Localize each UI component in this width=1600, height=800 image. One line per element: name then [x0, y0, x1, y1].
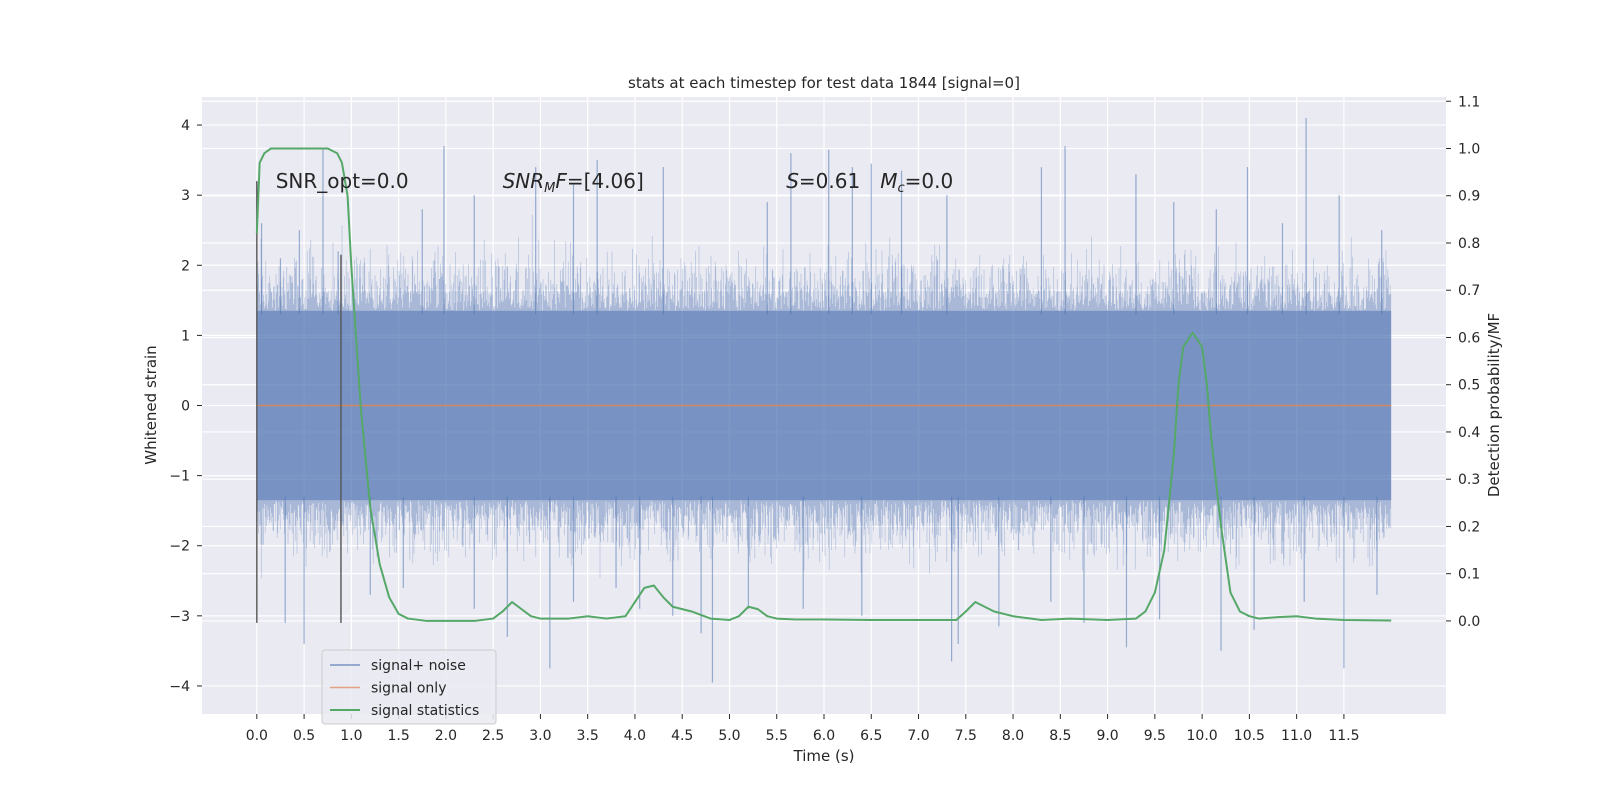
x-tick-label: 4.0	[624, 728, 646, 744]
right-y-tick-label: 0.2	[1458, 519, 1480, 535]
annotation-part: SNR_opt=0.0	[276, 169, 409, 193]
annotation-part: SNR	[503, 169, 545, 193]
annotation-part: S	[786, 169, 799, 193]
annotation-part: =0.0	[905, 169, 954, 193]
x-tick-label: 6.0	[813, 728, 835, 744]
legend: signal+ noise signal only signal statistic…	[321, 649, 497, 725]
x-tick-label: 10.0	[1187, 728, 1218, 744]
x-axis-label: Time (s)	[793, 747, 855, 765]
legend-label: signal only	[371, 681, 446, 697]
right-y-tick-label: 0.8	[1458, 236, 1480, 252]
signal-statistics-line	[255, 147, 1392, 622]
x-tick-label: 5.0	[718, 728, 740, 744]
legend-label: signal+ noise	[371, 658, 466, 674]
y-tick-label: −4	[169, 679, 190, 695]
x-tick-label: 9.0	[1096, 728, 1118, 744]
right-y-tick-label: 1.0	[1458, 141, 1480, 157]
x-tick-label: 4.5	[671, 728, 693, 744]
annotation-snr-mf: SNRMF=[4.06]	[503, 169, 644, 196]
right-y-tick-label: 0.5	[1458, 378, 1480, 394]
right-y-tick-label: 0.4	[1458, 425, 1480, 441]
x-tick-label: 2.5	[482, 728, 504, 744]
y-tick-label: 2	[181, 258, 190, 274]
annotation-part: =[4.06]	[567, 169, 644, 193]
x-tick-label: 8.0	[1002, 728, 1024, 744]
x-tick-label: 3.0	[529, 728, 551, 744]
x-tick-label: 7.0	[907, 728, 929, 744]
annotation-s-mc: S=0.61 Mc=0.0	[786, 169, 953, 196]
x-tick-label: 0.5	[293, 728, 315, 744]
y-axis-ticks: −4 −3 −2 −1 0 1 2 3 4	[169, 118, 202, 695]
right-y-axis-label: Detection probability/MF	[1485, 313, 1503, 497]
annotation-part: =0.61	[799, 169, 880, 193]
right-y-tick-label: 1.1	[1458, 94, 1480, 110]
x-tick-label: 11.5	[1328, 728, 1359, 744]
x-tick-label: 6.5	[860, 728, 882, 744]
x-tick-label: 1.0	[340, 728, 362, 744]
plot-area	[202, 97, 1446, 714]
x-tick-label: 5.5	[766, 728, 788, 744]
y-tick-label: 0	[181, 399, 190, 415]
annotations: SNR_opt=0.0 SNRMF=[4.06] S=0.61 Mc=0.0	[276, 169, 953, 196]
annotation-part: M	[880, 169, 897, 193]
x-tick-label: 7.5	[955, 728, 977, 744]
series-signal-statistics	[255, 147, 1392, 622]
x-tick-label: 0.0	[246, 728, 268, 744]
right-y-tick-label: 0.7	[1458, 283, 1480, 299]
x-tick-label: 3.5	[577, 728, 599, 744]
y-axis-label: Whitened strain	[142, 345, 160, 464]
x-axis-ticks: 0.0 0.5 1.0 1.5 2.0 2.5 3.0 3.5 4.0 4.5 5.0 5.5 6.0 6…	[246, 714, 1359, 744]
x-tick-label: 10.5	[1234, 728, 1265, 744]
annotation-part: F	[555, 169, 567, 193]
right-y-tick-label: 0.9	[1458, 189, 1480, 205]
y-tick-label: −3	[169, 609, 190, 625]
y-tick-label: 4	[181, 118, 190, 134]
right-y-axis-ticks: 0.0 0.1 0.2 0.3 0.4 0.5 0.6 0.7 0.8 0.9 1.0 1.1	[1446, 94, 1480, 630]
x-tick-label: 9.5	[1144, 728, 1166, 744]
x-tick-label: 8.5	[1049, 728, 1071, 744]
annotation-snr-opt: SNR_opt=0.0	[276, 169, 409, 193]
legend-frame	[321, 649, 497, 725]
x-tick-label: 1.5	[387, 728, 409, 744]
y-tick-label: 3	[181, 188, 190, 204]
chart-title: stats at each timestep for test data 184…	[628, 74, 1020, 92]
right-y-tick-label: 0.3	[1458, 472, 1480, 488]
right-y-tick-label: 0.0	[1458, 614, 1480, 630]
y-tick-label: 1	[181, 328, 190, 344]
x-tick-label: 11.0	[1281, 728, 1312, 744]
right-y-tick-label: 0.1	[1458, 567, 1480, 583]
legend-label: signal statistics	[371, 703, 479, 719]
y-tick-label: −1	[169, 469, 190, 485]
time-markers	[256, 181, 342, 623]
y-tick-label: −2	[169, 539, 190, 555]
annotation-part: c	[897, 181, 904, 196]
right-y-tick-label: 0.6	[1458, 330, 1480, 346]
x-tick-label: 2.0	[435, 728, 457, 744]
annotation-part: M	[544, 181, 555, 196]
